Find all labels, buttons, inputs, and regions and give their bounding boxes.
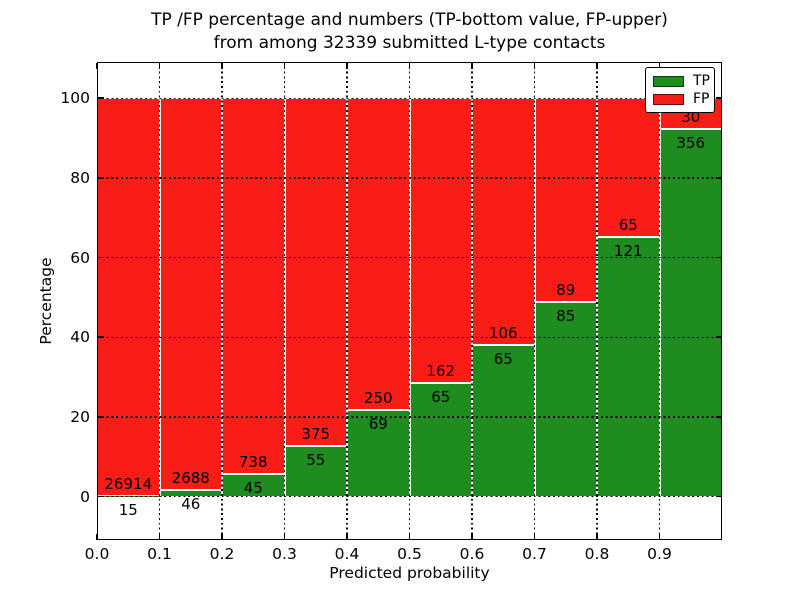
bar-fp-segment <box>284 98 347 446</box>
legend-item: FP <box>653 92 714 106</box>
bar-fp-segment <box>534 98 597 302</box>
x-tick-label: 0.6 <box>459 545 485 563</box>
bar-tp-count-label: 15 <box>118 501 138 520</box>
bar-fp-segment <box>347 98 410 411</box>
x-tick-label: 0.4 <box>334 545 360 563</box>
x-tick-mark <box>158 533 161 540</box>
x-tick-mark <box>283 62 286 69</box>
bar-fp-segment <box>222 98 285 474</box>
legend-label: TP <box>693 73 710 89</box>
chart-title: TP /FP percentage and numbers (TP-bottom… <box>97 9 722 55</box>
bar-tp-count-label: 45 <box>243 478 263 497</box>
chart-title-line2: from among 32339 submitted L-type contac… <box>213 33 606 53</box>
legend-item: TP <box>653 74 714 88</box>
x-tick-mark <box>283 533 286 540</box>
x-tick-mark <box>158 62 161 69</box>
bar-fp-count-label: 106 <box>488 324 518 343</box>
bar-tp-segment <box>597 237 660 497</box>
legend-swatch-fp-icon <box>653 93 684 105</box>
legend-label: FP <box>693 91 710 107</box>
x-tick-mark <box>346 62 348 69</box>
bar-fp-segment <box>472 98 535 346</box>
bar-tp-count-label: 65 <box>431 387 451 406</box>
x-tick-label: 0.0 <box>84 545 110 563</box>
bar-fp-segment <box>97 98 160 497</box>
x-tick-mark <box>596 533 598 540</box>
x-tick-label: 0.3 <box>272 545 297 563</box>
x-tick-mark <box>408 533 411 540</box>
bar-tp-count-label: 46 <box>181 494 201 513</box>
y-tick-label: 100 <box>60 89 90 108</box>
x-tick-label: 0.1 <box>147 545 172 563</box>
bar-fp-segment <box>159 98 222 490</box>
plot-area: 26914 15 2688 46 738 45 375 55 250 69 162 65 106 65 89… <box>96 62 722 540</box>
y-tick-mark <box>97 97 104 99</box>
y-tick-label: 20 <box>70 407 90 426</box>
bar-tp-count-label: 65 <box>493 350 513 369</box>
y-tick-label: 80 <box>70 168 90 187</box>
bar-fp-count-label: 65 <box>618 216 638 235</box>
x-tick-mark <box>471 62 473 69</box>
y-tick-mark <box>97 256 104 259</box>
x-tick-label: 0.8 <box>584 545 610 563</box>
bar-fp-count-label: 375 <box>301 424 331 443</box>
bar-fp-segment <box>409 98 472 383</box>
chart-title-line1: TP /FP percentage and numbers (TP-bottom… <box>151 10 668 30</box>
x-tick-label: 0.9 <box>647 545 672 563</box>
bar-tp-count-label: 121 <box>613 242 643 261</box>
x-tick-mark <box>221 533 223 540</box>
bar-fp-count-label: 162 <box>426 361 456 380</box>
y-tick-mark <box>715 416 722 418</box>
y-tick-mark <box>715 256 722 259</box>
x-tick-mark <box>346 533 348 540</box>
y-tick-label: 0 <box>80 487 90 506</box>
y-tick-label: 40 <box>70 328 90 347</box>
bar-tp-count-label: 356 <box>676 134 706 153</box>
legend-swatch-tp-icon <box>653 75 684 87</box>
y-tick-mark <box>715 97 722 99</box>
y-tick-mark <box>97 336 104 338</box>
legend: TP FP <box>645 67 715 113</box>
y-tick-mark <box>97 495 104 498</box>
x-axis-label: Predicted probability <box>329 564 490 582</box>
x-tick-mark <box>96 62 98 69</box>
y-tick-mark <box>715 336 722 338</box>
y-tick-mark <box>97 177 104 179</box>
bar-tp-segment <box>534 301 597 497</box>
x-tick-label: 0.7 <box>522 545 547 563</box>
y-tick-mark <box>97 416 104 418</box>
y-tick-mark <box>715 495 722 498</box>
bar-fp-count-label: 26914 <box>104 475 153 494</box>
y-tick-label: 60 <box>70 248 90 267</box>
bar-fp-segment <box>597 98 660 238</box>
x-tick-mark <box>408 62 411 69</box>
bar-fp-count-label: 89 <box>556 280 576 299</box>
bar-tp-count-label: 55 <box>306 450 326 469</box>
x-tick-mark <box>533 533 536 540</box>
bar-fp-count-label: 738 <box>238 452 268 471</box>
y-tick-mark <box>715 177 722 179</box>
x-tick-mark <box>658 533 661 540</box>
x-tick-mark <box>471 533 473 540</box>
x-tick-label: 0.5 <box>397 545 422 563</box>
bar-fp-count-label: 250 <box>363 389 393 408</box>
bar-tp-count-label: 69 <box>368 415 388 434</box>
x-tick-mark <box>96 533 98 540</box>
x-tick-mark <box>596 62 598 69</box>
x-tick-label: 0.2 <box>209 545 235 563</box>
x-tick-mark <box>533 62 536 69</box>
x-tick-mark <box>221 62 223 69</box>
bar-tp-segment <box>659 129 722 497</box>
bar-tp-count-label: 85 <box>556 306 576 325</box>
bar-fp-count-label: 2688 <box>171 468 210 487</box>
